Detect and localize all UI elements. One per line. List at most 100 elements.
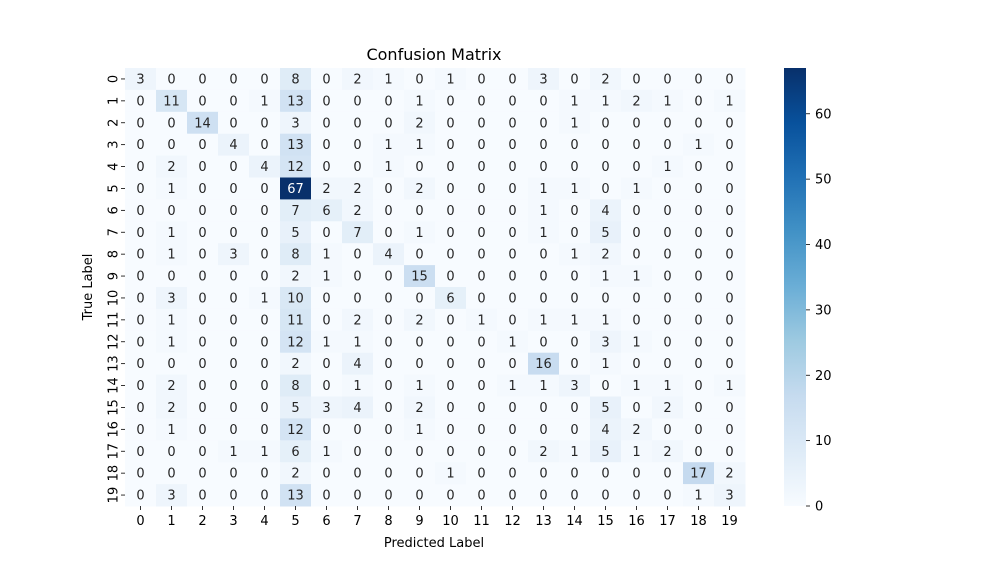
cell-value-label: 17 [690,467,707,482]
heatmap-cell [125,68,157,91]
cell-value-label: 0 [477,445,485,460]
cell-value-label: 1 [167,313,175,328]
heatmap-cell [621,111,653,135]
heatmap-cell [497,308,529,332]
heatmap-cell [652,177,684,200]
cell-value-label: 0 [570,489,578,504]
heatmap-cell [280,89,312,113]
cell-value-label: 4 [353,357,361,372]
cell-value-label: 0 [384,379,392,394]
heatmap-cell [342,418,374,441]
cell-value-label: 0 [353,423,361,438]
cell-value-label: 0 [663,226,671,241]
cell-value-label: 0 [477,204,485,219]
heatmap-cell [280,265,312,288]
heatmap-cell [435,89,467,113]
heatmap-cell [373,352,405,376]
cell-value-label: 0 [694,182,702,197]
cell-value-label: 0 [632,226,640,241]
x-tick-label: 9 [415,514,423,529]
cell-value-label: 2 [632,94,640,109]
heatmap-cell [404,396,436,419]
heatmap-cell [342,308,374,332]
heatmap-cell [559,396,591,419]
cell-value-label: 0 [353,445,361,460]
cell-value-label: 5 [291,226,299,241]
heatmap-cell [621,484,653,507]
heatmap-cell [621,440,653,463]
heatmap-cell [249,265,281,288]
cell-value-label: 2 [353,72,361,87]
cell-value-label: 2 [291,357,299,372]
cell-value-label: 0 [570,270,578,285]
cell-value-label: 0 [477,160,485,175]
cell-value-label: 0 [167,467,175,482]
heatmap-cell [497,243,529,266]
heatmap-cell [528,177,560,200]
heatmap-cell [528,265,560,288]
heatmap-cell [156,352,188,376]
cell-value-label: 0 [384,116,392,131]
cell-value-label: 0 [477,94,485,109]
cell-value-label: 0 [694,379,702,394]
x-tick-label: 17 [659,514,676,529]
heatmap-cell [559,330,591,354]
heatmap-cell [466,133,498,157]
cell-value-label: 1 [415,423,423,438]
heatmap-cell [249,221,281,244]
heatmap-cell [404,199,436,222]
cell-value-label: 3 [601,335,609,350]
heatmap-cell [466,396,498,419]
heatmap-cell [497,440,529,463]
cell-value-label: 13 [287,94,304,109]
x-axis-label: Predicted Label [384,536,484,551]
cell-value-label: 0 [446,248,454,263]
cell-value-label: 0 [570,160,578,175]
heatmap-cell [435,484,467,507]
heatmap-cell [497,111,529,135]
heatmap-cell [714,352,746,376]
cell-value-label: 0 [136,467,144,482]
cell-value-label: 0 [601,116,609,131]
heatmap-cell [559,308,591,332]
cell-value-label: 0 [570,72,578,87]
cell-value-label: 0 [508,423,516,438]
cell-value-label: 1 [570,182,578,197]
cell-value-label: 4 [384,248,392,263]
heatmap-cell [404,374,436,397]
heatmap-cell [156,418,188,441]
heatmap-cell [404,352,436,376]
heatmap-cell [125,89,157,113]
heatmap-cell [373,89,405,113]
heatmap-cell [187,265,219,288]
cell-value-label: 0 [384,489,392,504]
heatmap-cell [342,462,374,485]
cell-value-label: 13 [287,489,304,504]
cell-value-label: 1 [260,291,268,306]
cell-value-label: 0 [663,357,671,372]
cell-value-label: 2 [291,467,299,482]
cell-value-label: 1 [384,160,392,175]
heatmap-cell [652,484,684,507]
cell-value-label: 8 [291,72,299,87]
heatmap-cell [342,68,374,91]
y-tick-label: 14 [107,377,122,394]
heatmap-cell [342,89,374,113]
heatmap-cell [590,352,622,376]
heatmap-cell [125,418,157,441]
cell-value-label: 1 [663,94,671,109]
cell-value-label: 3 [167,291,175,306]
heatmap-cells: 3 0 0 0 0 8 0 2 1 0 1 0 0 3 0 2 0 0 0 00 11 0 0 1 13 0 0 0 1 0 0 0 0 1 1 2 1… [125,68,746,507]
cell-value-label: 0 [446,313,454,328]
x-tick-label: 8 [384,514,392,529]
heatmap-cell [249,308,281,332]
cell-value-label: 1 [415,138,423,153]
cell-value-label: 0 [322,489,330,504]
heatmap-cell [187,68,219,91]
heatmap-cell [466,111,498,135]
y-tick-label: 11 [107,312,122,329]
cell-value-label: 0 [415,291,423,306]
cell-value-label: 2 [291,270,299,285]
cell-value-label: 0 [477,335,485,350]
cell-value-label: 0 [570,204,578,219]
